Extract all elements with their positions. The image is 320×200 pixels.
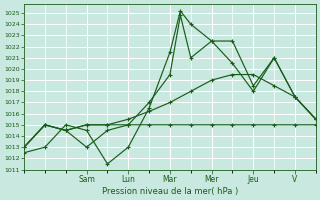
X-axis label: Pression niveau de la mer( hPa ): Pression niveau de la mer( hPa ) [102,187,238,196]
